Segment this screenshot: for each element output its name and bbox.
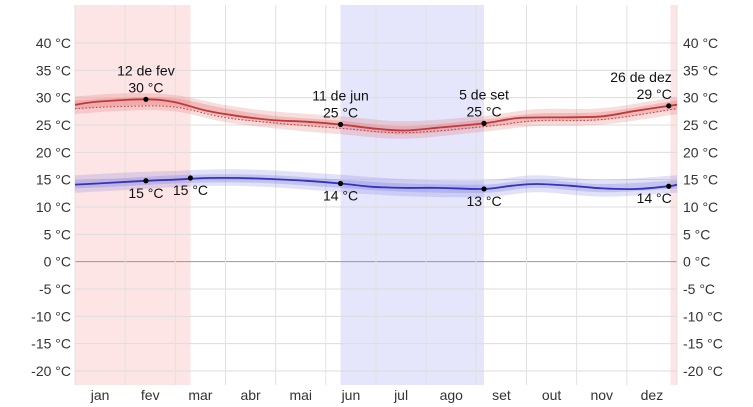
x-tick-label: fev bbox=[141, 387, 160, 403]
annotation-point-high bbox=[143, 96, 149, 102]
annotation-temp: 14 °C bbox=[637, 190, 672, 206]
y-tick-label-left: -10 °C bbox=[31, 308, 71, 324]
x-tick-label: nov bbox=[590, 387, 613, 403]
shaded-period-warm bbox=[75, 5, 191, 385]
y-tick-label-left: -15 °C bbox=[31, 336, 71, 352]
annotation-point-high bbox=[481, 120, 487, 126]
annotation-point-low bbox=[337, 180, 344, 187]
high-band-p10-p90 bbox=[75, 93, 677, 139]
y-tick-label-left: -5 °C bbox=[39, 281, 71, 297]
y-tick-label-right: -15 °C bbox=[683, 336, 723, 352]
gridlines bbox=[74, 5, 678, 385]
annotation-temp: 15 °C bbox=[173, 182, 208, 198]
shaded-period-cool bbox=[340, 5, 485, 385]
y-tick-label-left: 30 °C bbox=[36, 90, 71, 106]
y-tick-label-right: 10 °C bbox=[683, 199, 718, 215]
shaded-periods bbox=[75, 5, 677, 385]
annotation-temp: 14 °C bbox=[323, 187, 358, 203]
y-tick-label-left: 10 °C bbox=[36, 199, 71, 215]
annotation-point-low bbox=[143, 178, 149, 184]
y-tick-label-left: 40 °C bbox=[36, 35, 71, 51]
y-tick-label-left: 15 °C bbox=[36, 172, 71, 188]
annotation-points bbox=[143, 96, 672, 192]
y-axis-right: 40 °C 35 °C 30 °C 25 °C 20 °C 15 °C 10 °C 5 °C 0… bbox=[683, 35, 723, 379]
y-tick-label-right: 35 °C bbox=[683, 62, 718, 78]
shaded-period-warm bbox=[670, 5, 677, 385]
y-axis-left: 40 °C 35 °C 30 °C 25 °C 20 °C 15 °C 10 °C 5 °C 0… bbox=[31, 35, 71, 379]
series-lines bbox=[74, 98, 678, 191]
y-tick-label-right: 30 °C bbox=[683, 90, 718, 106]
annotation-temp: 15 °C bbox=[128, 185, 163, 201]
annotation-temp: 30 °C bbox=[128, 79, 163, 95]
high-dotted-line bbox=[74, 105, 678, 134]
annotation-date: 11 de jun bbox=[312, 87, 369, 103]
y-tick-label-left: 35 °C bbox=[36, 62, 71, 78]
x-axis: jan fev mar abr mai jun jul ago set out nov dez bbox=[90, 387, 663, 403]
y-tick-label-right: 20 °C bbox=[683, 144, 718, 160]
y-tick-label-left: -20 °C bbox=[31, 363, 71, 379]
percentile-bands bbox=[75, 93, 677, 198]
x-tick-label: abr bbox=[240, 387, 261, 403]
annotation-date: 12 de fev bbox=[117, 62, 175, 78]
x-tick-label: ago bbox=[440, 387, 464, 403]
low-band-p10-p90 bbox=[75, 169, 677, 198]
low-line bbox=[74, 176, 678, 191]
annotation-temp: 25 °C bbox=[323, 104, 358, 120]
y-tick-label-right: 40 °C bbox=[683, 35, 718, 51]
x-tick-label: jan bbox=[90, 387, 110, 403]
y-tick-label-right: -10 °C bbox=[683, 308, 723, 324]
y-tick-label-left: 0 °C bbox=[44, 254, 71, 270]
high-line bbox=[74, 98, 678, 132]
y-tick-label-left: 25 °C bbox=[36, 117, 71, 133]
x-tick-label: mar bbox=[188, 387, 212, 403]
annotation-point-low bbox=[187, 175, 194, 181]
y-tick-label-left: 5 °C bbox=[44, 226, 71, 242]
x-tick-label: set bbox=[492, 387, 511, 403]
y-tick-label-right: 15 °C bbox=[683, 172, 718, 188]
annotation-point-high bbox=[337, 121, 344, 128]
annotation-point-high bbox=[666, 103, 672, 109]
annotation-date: 26 de dez bbox=[610, 69, 672, 85]
y-tick-label-right: 5 °C bbox=[683, 226, 710, 242]
y-tick-label-left: 20 °C bbox=[36, 144, 71, 160]
annotation-temp: 29 °C bbox=[637, 86, 672, 102]
low-band-p25-p75 bbox=[75, 174, 677, 193]
annotation-temp: 25 °C bbox=[466, 103, 501, 119]
y-tick-label-right: -5 °C bbox=[683, 281, 715, 297]
x-tick-label: mai bbox=[289, 387, 312, 403]
y-tick-label-right: 25 °C bbox=[683, 117, 718, 133]
y-tick-label-right: -20 °C bbox=[683, 363, 723, 379]
x-tick-label: dez bbox=[641, 387, 664, 403]
annotation-point-low bbox=[666, 183, 672, 189]
annotation-temp: 13 °C bbox=[466, 193, 501, 209]
y-tick-label-right: 0 °C bbox=[683, 254, 710, 270]
x-tick-label: jul bbox=[393, 387, 408, 403]
x-tick-label: out bbox=[542, 387, 562, 403]
x-tick-label: jun bbox=[341, 387, 361, 403]
annotation-point-low bbox=[481, 186, 487, 192]
annotation-date: 5 de set bbox=[459, 86, 509, 102]
high-band-p25-p75 bbox=[75, 97, 677, 135]
